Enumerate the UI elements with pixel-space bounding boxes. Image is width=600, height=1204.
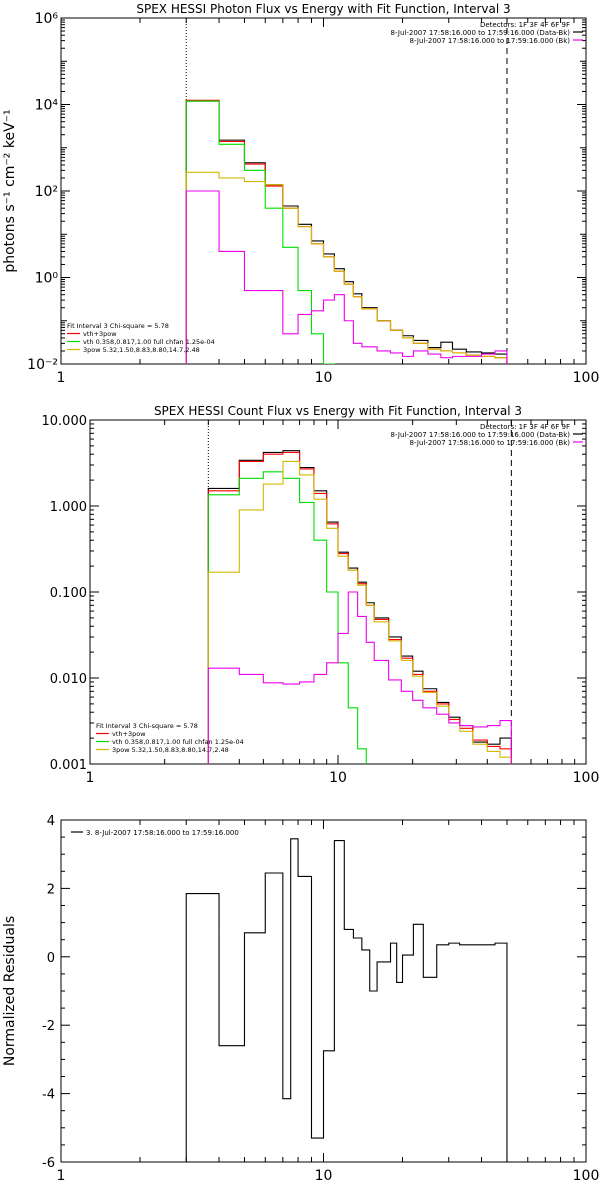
residuals-ytick-label: 2 bbox=[47, 882, 55, 897]
count-legend-bottom-text: vth 0.358,0.817,1.00 full chfan 1.25e-04 bbox=[112, 738, 244, 746]
count-ytick-label: 1.000 bbox=[50, 500, 87, 515]
residuals-ytick-label: 0 bbox=[47, 951, 55, 966]
count-legend-top-text: 8-Jul-2007 17:58:16.000 to 17:59:16.000 … bbox=[410, 439, 571, 447]
photon-panel: SPEX HESSI Photon Flux vs Energy with Fi… bbox=[2, 2, 600, 386]
residuals-ylabel: Normalized Residuals bbox=[2, 916, 18, 1066]
photon-ytick-label: 10² bbox=[35, 184, 58, 200]
count-series-vth-3pow bbox=[207, 451, 523, 764]
photon-legend-bottom-text: Fit Interval 3 Chi-square = 5.78 bbox=[67, 322, 169, 330]
residuals-ytick-label: -6 bbox=[42, 1156, 55, 1171]
photon-legend-top-text: Detectors: 1F 3F 4F 6F 9F bbox=[480, 21, 570, 29]
photon-series-data-bk bbox=[185, 100, 508, 364]
residuals-xtick-label: 10 bbox=[315, 1168, 333, 1184]
count-ytick-label: 0.010 bbox=[50, 672, 87, 687]
residuals-ytick-label: -2 bbox=[42, 1019, 55, 1034]
count-series-vth bbox=[207, 471, 523, 764]
photon-ytick-label: 10⁶ bbox=[35, 11, 59, 27]
residuals-series-group bbox=[185, 838, 508, 1162]
photon-legend-bottom-text: vth+3pow bbox=[83, 330, 117, 338]
count-legend-bottom-text: vth+3pow bbox=[112, 730, 146, 738]
count-ytick-label: 10.000 bbox=[42, 414, 88, 429]
count-series-data-bk bbox=[207, 450, 522, 764]
photon-xtick-label: 1 bbox=[57, 370, 66, 386]
count-legend-top-text: 8-Jul-2007 17:58:16.000 to 17:59:16.000 … bbox=[391, 431, 571, 439]
count-xtick-label: 1 bbox=[86, 770, 95, 786]
photon-xtick-label: 10 bbox=[315, 370, 333, 386]
residuals-legend-text: 3. 8-Jul-2007 17:58:16.000 to 17:59:16.0… bbox=[86, 829, 239, 837]
photon-series-group bbox=[185, 99, 508, 364]
photon-series-vth bbox=[185, 100, 508, 364]
count-xtick-label: 10 bbox=[329, 770, 347, 786]
photon-series-bk bbox=[185, 190, 508, 364]
count-ytick-label: 0.100 bbox=[50, 586, 87, 601]
photon-legend-top-text: 8-Jul-2007 17:58:16.000 to 17:59:16.000 … bbox=[391, 29, 571, 37]
count-legend-bottom-text: Fit Interval 3 Chi-square = 5.78 bbox=[96, 722, 198, 730]
photon-legend-top-text: 8-Jul-2007 17:58:16.000 to 17:59:16.000 … bbox=[410, 37, 571, 45]
photon-legend-bottom-text: 3pow 5.32,1.50,8.83,8.80,14.7,2.48 bbox=[83, 346, 200, 354]
residuals-xtick-label: 1 bbox=[57, 1168, 66, 1184]
residuals-ytick-label: 4 bbox=[47, 814, 55, 829]
photon-xtick-label: 100 bbox=[573, 370, 600, 386]
count-title: SPEX HESSI Count Flux vs Energy with Fit… bbox=[154, 404, 522, 418]
residuals-panel: 1 10 100 -6 -4 -2 0 2 4 Normalized Residuals 3. 8-… bbox=[2, 814, 599, 1184]
photon-ytick-label: 10⁻² bbox=[27, 357, 58, 373]
count-panel: SPEX HESSI Count Flux vs Energy with Fit… bbox=[42, 404, 600, 786]
count-series-3pow bbox=[207, 460, 523, 764]
residuals-ytick-label: -4 bbox=[42, 1088, 55, 1103]
residuals-series-residuals bbox=[185, 838, 508, 1162]
photon-ytick-label: 10⁴ bbox=[35, 98, 59, 114]
photon-legend-bottom-text: vth 0.358,0.817,1.00 full chfan 1.25e-04 bbox=[83, 338, 215, 346]
count-xtick-label: 100 bbox=[573, 770, 600, 786]
residuals-xtick-label: 100 bbox=[573, 1168, 600, 1184]
photon-ytick-label: 10⁰ bbox=[35, 271, 59, 287]
photon-series-3pow bbox=[185, 171, 508, 364]
count-ytick-label: 0.001 bbox=[50, 758, 87, 773]
count-legend-bottom-text: 3pow 5.32,1.50,8.83,8.80,14.7,2.48 bbox=[112, 746, 229, 754]
photon-ylabel: photons s⁻¹ cm⁻² keV⁻¹ bbox=[2, 109, 18, 272]
photon-title: SPEX HESSI Photon Flux vs Energy with Fi… bbox=[136, 2, 510, 16]
count-legend-top-text: Detectors: 1F 3F 4F 6F 9F bbox=[480, 423, 570, 431]
count-series-group bbox=[207, 450, 523, 764]
count-series-bk bbox=[207, 591, 512, 764]
